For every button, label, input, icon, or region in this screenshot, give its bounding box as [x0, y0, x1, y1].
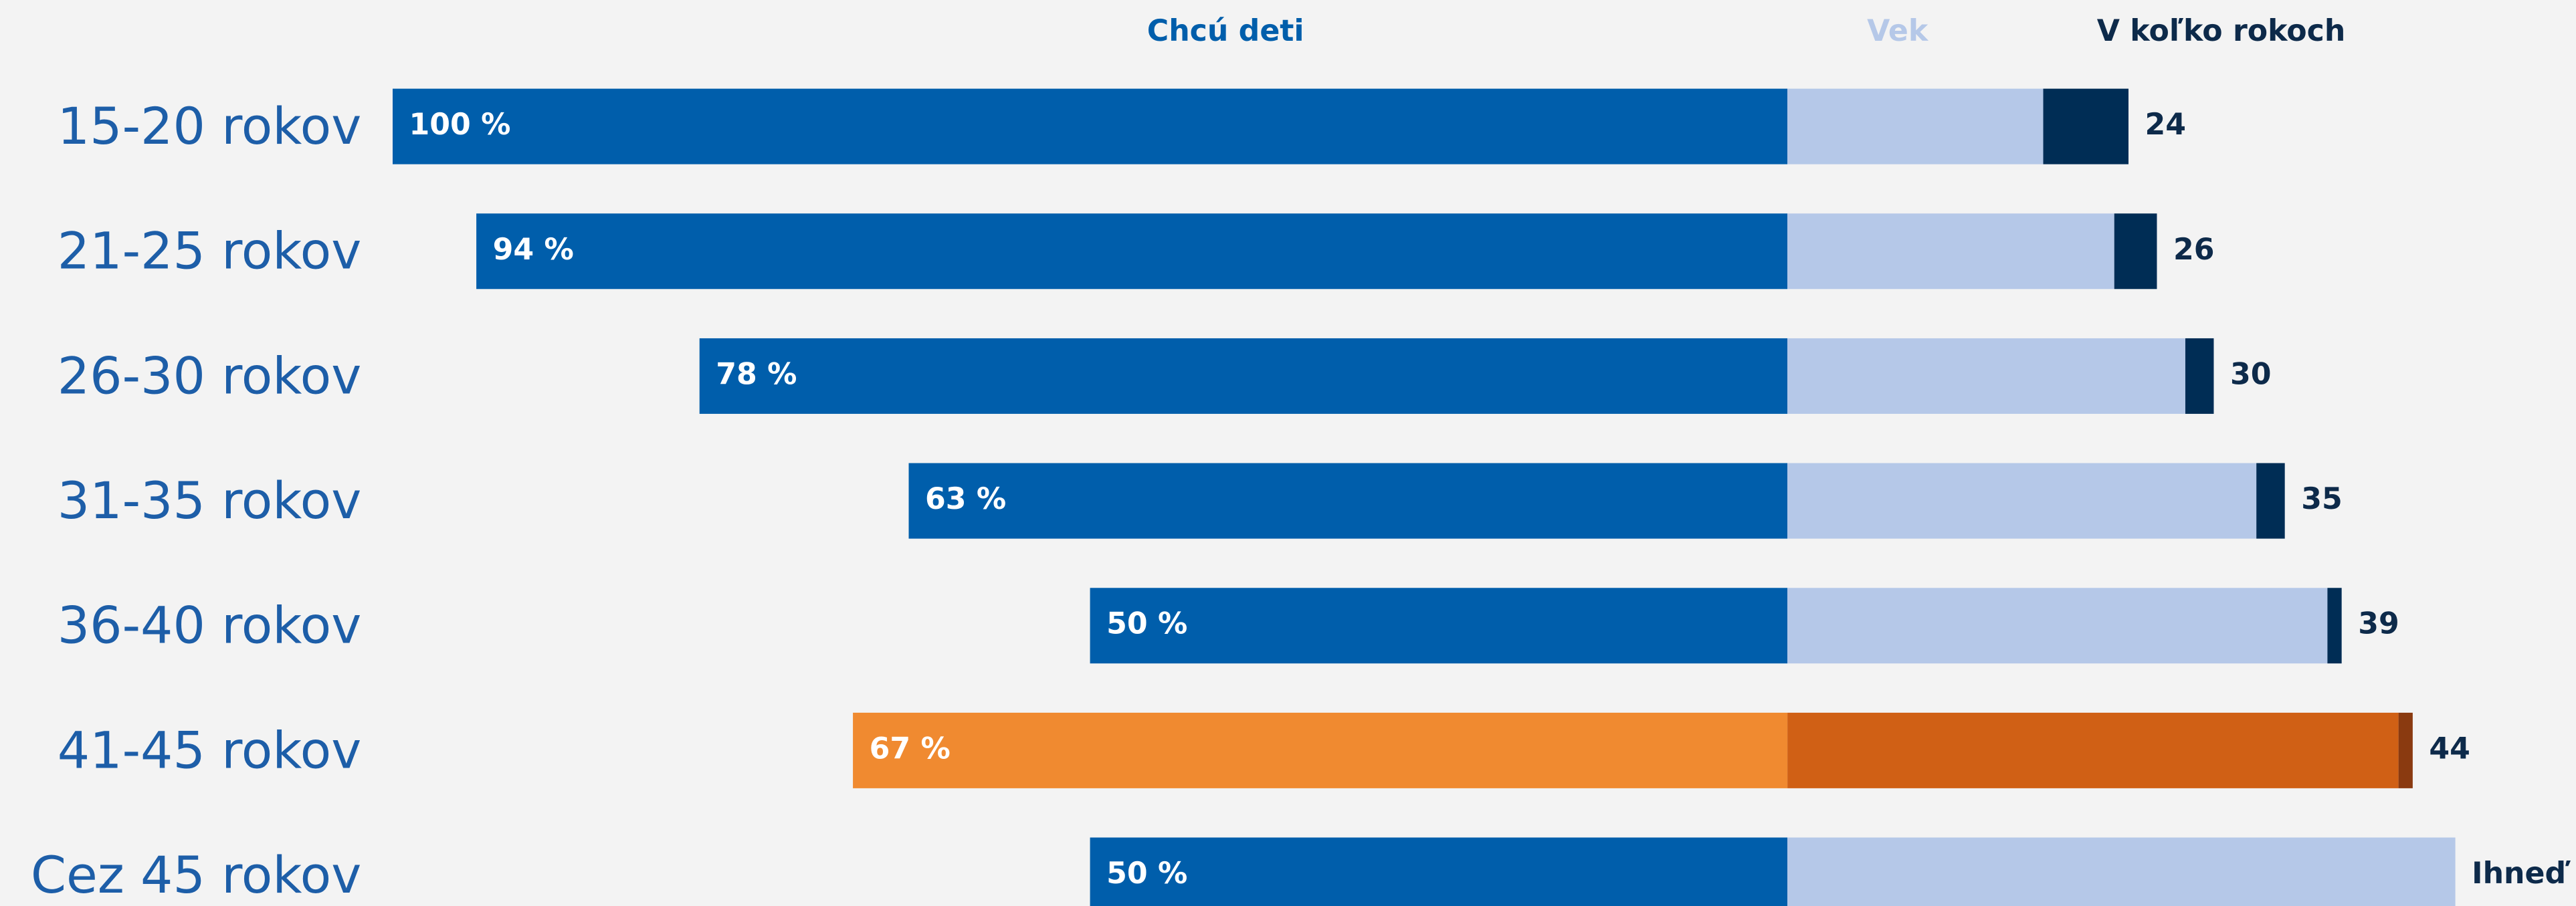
- end-label: 44: [2429, 731, 2470, 766]
- header-age: Vek: [1867, 14, 1929, 48]
- end-label: 30: [2230, 357, 2272, 391]
- value-label: 63 %: [925, 482, 1006, 516]
- want-bar: [476, 213, 1788, 290]
- value-label: 50 %: [1106, 857, 1187, 891]
- value-label: 50 %: [1106, 607, 1187, 641]
- header-years: V koľko rokoch: [2097, 14, 2346, 48]
- value-label: 100 %: [409, 108, 511, 142]
- years-bar: [2256, 463, 2285, 539]
- years-bar: [2398, 712, 2413, 788]
- category-label: Cez 45 rokov: [31, 845, 361, 905]
- want-bar: [853, 712, 1788, 788]
- years-bar: [2043, 88, 2128, 164]
- category-label: 15-20 rokov: [58, 96, 362, 156]
- value-label: 67 %: [870, 731, 951, 766]
- end-label: 26: [2173, 233, 2215, 267]
- value-label: 78 %: [716, 357, 797, 391]
- age-bar: [1787, 338, 2185, 414]
- want-bar: [1090, 837, 1788, 906]
- years-bar: [2185, 338, 2214, 414]
- category-label: 21-25 rokov: [58, 221, 362, 281]
- age-bar: [1787, 463, 2257, 539]
- age-bar: [1787, 837, 2456, 906]
- age-bar: [1787, 213, 2114, 290]
- end-label: 39: [2358, 607, 2399, 641]
- age-bar: [1787, 588, 2328, 664]
- age-bar: [1787, 88, 2044, 164]
- category-label: 36-40 rokov: [58, 596, 362, 655]
- want-bar: [908, 463, 1788, 539]
- category-label: 41-45 rokov: [58, 720, 362, 780]
- category-label: 26-30 rokov: [58, 346, 362, 405]
- want-bar: [699, 338, 1788, 414]
- end-label: 35: [2301, 482, 2343, 516]
- want-bar: [1090, 588, 1788, 664]
- value-label: 94 %: [493, 233, 574, 267]
- end-label: 24: [2145, 108, 2187, 142]
- age-bar: [1787, 712, 2399, 788]
- header-want: Chcú deti: [1147, 14, 1304, 48]
- want-bar: [392, 88, 1788, 164]
- years-bar: [2327, 588, 2342, 664]
- category-label: 31-35 rokov: [58, 471, 362, 530]
- end-label: Ihneď: [2472, 857, 2571, 891]
- years-bar: [2114, 213, 2157, 290]
